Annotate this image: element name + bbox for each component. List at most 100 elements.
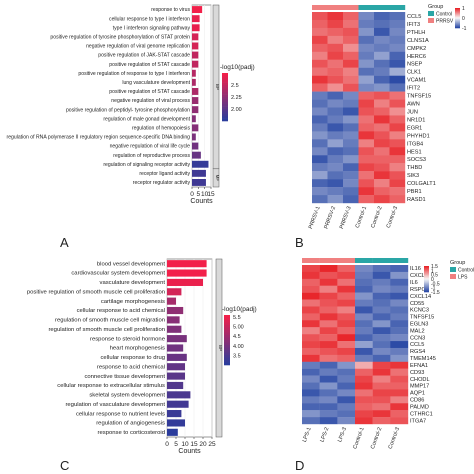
panel-b-group-annotation-cell bbox=[343, 5, 359, 10]
panel-b-heatmap-cell bbox=[374, 67, 390, 76]
panel-c-colorbar-tick-label: 4.5 bbox=[233, 334, 241, 340]
panel-a-bar bbox=[192, 106, 199, 114]
panel-a-colorbar-step bbox=[222, 116, 228, 119]
panel-b-heatmap-cell bbox=[327, 195, 344, 204]
panel-a-category-label: receptor regulator activity bbox=[133, 180, 191, 186]
panel-a-category-label: negative regulation of viral process bbox=[111, 98, 190, 104]
panel-d-column-label: Control-3 bbox=[388, 427, 401, 450]
panel-d-row-label: KCNC3 bbox=[410, 308, 429, 314]
panel-a-colorbar-step bbox=[222, 97, 228, 100]
panel-d-heatmap-cell bbox=[355, 278, 373, 286]
panel-b-group-legend-swatch bbox=[428, 18, 434, 23]
panel-c-tick-label: 5 bbox=[174, 441, 178, 448]
panel-b-heatmap-cell bbox=[358, 179, 375, 188]
panel-b-heatmap-cell bbox=[358, 155, 375, 164]
panel-d-heatmap-cell bbox=[372, 347, 391, 356]
panel-b-heatmap-cell bbox=[374, 123, 390, 132]
panel-d-heatmap-cell bbox=[372, 382, 391, 390]
panel-b-scale-tick-label: -1 bbox=[462, 26, 467, 32]
panel-b-heatmap-cell bbox=[358, 27, 375, 37]
panel-d-group-annotation-cell bbox=[390, 258, 409, 263]
panel-b-row-label: NSEP bbox=[407, 62, 423, 68]
panel-d-heatmap-cell bbox=[355, 382, 373, 390]
panel-c-colorbar-step bbox=[224, 350, 230, 353]
panel-d-heatmap-cell bbox=[337, 396, 356, 404]
panel-b-row-label: PTHLH bbox=[407, 30, 425, 36]
panel-d-heatmap-cell bbox=[355, 334, 373, 342]
panel-b-heatmap-cell bbox=[374, 99, 390, 108]
panel-d-heatmap-cell bbox=[302, 417, 320, 425]
panel-b-heatmap-cell bbox=[327, 147, 344, 156]
panel-c-category-label: response to steroid hormone bbox=[90, 336, 166, 342]
panel-d-heatmap-cell bbox=[372, 354, 391, 362]
panel-d-row-label: CD86 bbox=[410, 398, 424, 404]
panel-c-bar bbox=[167, 260, 207, 268]
panel-d-group-legend-swatch bbox=[450, 274, 456, 279]
panel-b-heatmap-cell bbox=[343, 51, 359, 60]
panel-c-bar bbox=[167, 410, 182, 418]
panel-d-heatmap-cell bbox=[302, 347, 320, 356]
panel-b-heatmap-cell bbox=[343, 35, 359, 45]
panel-c-colorbar-step bbox=[224, 317, 230, 321]
panel-a-colorbar-step bbox=[222, 92, 228, 95]
panel-b-heatmap-cell bbox=[389, 99, 406, 108]
panel-b-heatmap-cell bbox=[312, 139, 328, 148]
panel-a-category-label: positive regulation of STAT cascade bbox=[109, 89, 190, 95]
panel-d-heatmap-cell bbox=[355, 396, 373, 404]
panel-a-colorbar-tick-label: 2.5 bbox=[231, 83, 239, 89]
panel-b-heatmap-cell bbox=[358, 147, 375, 156]
panel-b-scale-step bbox=[455, 10, 460, 12]
panel-a-colorbar-step bbox=[222, 118, 228, 122]
panel-c-bar bbox=[167, 316, 180, 324]
panel-a-category-label: lung vasculature development bbox=[122, 80, 190, 86]
panel-d-heatmap-cell bbox=[355, 354, 373, 362]
panel-d-heatmap-cell bbox=[337, 382, 356, 390]
panel-b-heatmap-cell bbox=[358, 195, 375, 204]
panel-d-scale-step bbox=[424, 284, 429, 286]
panel-d-heatmap-cell bbox=[390, 375, 409, 383]
panel-d-heatmap-cell bbox=[337, 299, 356, 307]
panel-a-colorbar-step bbox=[222, 106, 228, 110]
panel-c-bar bbox=[167, 381, 184, 390]
panel-d-heatmap-cell bbox=[390, 354, 409, 362]
panel-b-heatmap-cell bbox=[343, 43, 359, 52]
panel-d-heatmap-cell bbox=[337, 341, 356, 349]
panel-b-scale-step bbox=[455, 12, 460, 14]
panel-a-bar bbox=[192, 124, 199, 132]
panel-c-colorbar-step bbox=[224, 332, 230, 336]
panel-b-heatmap-cell bbox=[343, 12, 359, 21]
panel-b-heatmap-cell bbox=[312, 12, 328, 21]
panel-d-scale-step bbox=[424, 273, 429, 276]
panel-d-heatmap-cell bbox=[302, 265, 320, 273]
panel-b-heatmap-cell bbox=[389, 91, 406, 100]
panel-c-bar bbox=[167, 344, 184, 352]
panel-b-heatmap-cell bbox=[389, 107, 406, 116]
panel-d-heatmap-cell bbox=[302, 375, 320, 383]
panel-a-bar bbox=[192, 151, 201, 159]
panel-a-bar bbox=[192, 42, 199, 50]
panel-b-heatmap-cell bbox=[389, 35, 406, 45]
panel-d-heatmap-cell bbox=[302, 320, 320, 328]
panel-b-heatmap-cell bbox=[327, 131, 344, 140]
panel-b-heatmap-cell bbox=[374, 195, 390, 204]
panel-b-heatmap-cell bbox=[358, 67, 375, 76]
panel-a-colorbar-step bbox=[222, 87, 228, 91]
panel-b-heatmap-cell bbox=[389, 123, 406, 132]
panel-b-heatmap-cell bbox=[358, 91, 375, 100]
panel-c-colorbar-step bbox=[224, 327, 230, 331]
panel-b-heatmap-cell bbox=[312, 131, 328, 140]
panel-d-group-legend-label: Control bbox=[458, 268, 474, 274]
panel-d-heatmap-cell bbox=[319, 306, 338, 314]
panel-b-row-label: IFIT3 bbox=[407, 22, 420, 28]
panel-d-scale-step bbox=[424, 286, 429, 289]
panel-c-bar bbox=[167, 400, 189, 408]
panel-b-heatmap-cell bbox=[327, 107, 344, 116]
panel-b-heatmap-cell bbox=[389, 12, 406, 21]
panel-d-group-legend-title: Group bbox=[450, 260, 465, 266]
panel-b-heatmap-cell bbox=[389, 139, 406, 148]
panel-a-colorbar-step bbox=[222, 73, 228, 76]
panel-b-heatmap-cell bbox=[374, 171, 390, 180]
panel-d-scale-step bbox=[424, 267, 429, 269]
panel-d-group-annotation-cell bbox=[355, 258, 373, 263]
panel-d-heatmap-cell bbox=[372, 375, 391, 383]
